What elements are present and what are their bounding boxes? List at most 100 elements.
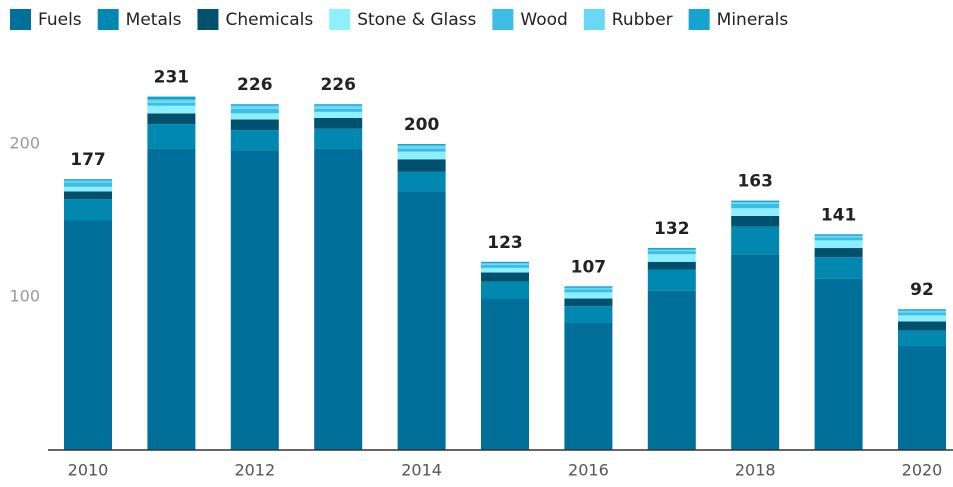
bar-segment bbox=[147, 96, 196, 100]
total-label: 226 bbox=[237, 75, 273, 95]
y-tick-label: 200 bbox=[9, 134, 40, 153]
bar-segment bbox=[564, 287, 613, 290]
bar-segment bbox=[814, 248, 863, 258]
legend-swatch bbox=[329, 9, 351, 30]
bar-segment bbox=[564, 286, 613, 288]
bar-segment bbox=[731, 203, 780, 209]
bar-segment bbox=[230, 130, 279, 151]
total-label: 226 bbox=[320, 75, 356, 95]
x-tick-label: 2012 bbox=[234, 461, 275, 480]
x-tick-label: 2016 bbox=[568, 461, 609, 480]
bar-segment bbox=[481, 264, 529, 268]
bar-segment bbox=[731, 254, 780, 450]
bar-segment bbox=[814, 237, 863, 241]
bar-segment bbox=[647, 251, 696, 255]
legend-swatch bbox=[688, 9, 710, 30]
legend-swatch bbox=[10, 9, 31, 30]
bar-segment bbox=[314, 148, 363, 450]
bar-segment bbox=[731, 200, 780, 203]
bar-segment bbox=[230, 150, 279, 450]
total-label: 177 bbox=[70, 150, 106, 170]
total-label: 200 bbox=[404, 115, 440, 135]
bar-segment bbox=[64, 186, 112, 192]
bar-segment bbox=[64, 179, 112, 181]
bar-segment bbox=[397, 171, 446, 192]
bar-segment bbox=[397, 144, 446, 146]
bar-segment bbox=[564, 289, 613, 293]
legend-swatch bbox=[97, 9, 119, 30]
bar-segment bbox=[481, 261, 529, 264]
legend-swatch bbox=[583, 9, 605, 30]
bar-segment bbox=[481, 281, 529, 299]
bar-segment bbox=[481, 263, 529, 265]
x-tick-label: 2018 bbox=[735, 461, 776, 480]
bar-segment bbox=[147, 102, 196, 106]
bar-segment bbox=[647, 290, 696, 450]
bar-segment bbox=[647, 261, 696, 270]
bar-segment bbox=[898, 312, 946, 316]
bar-segment bbox=[481, 272, 529, 282]
bar-segment bbox=[147, 148, 196, 450]
bar-segment bbox=[731, 208, 780, 216]
bar-segment bbox=[731, 215, 780, 227]
bar-segment bbox=[647, 248, 696, 250]
legend-label: Minerals bbox=[717, 10, 789, 30]
y-tick-label: 100 bbox=[9, 287, 40, 306]
bar-segment bbox=[731, 226, 780, 255]
legend-label: Chemicals bbox=[225, 10, 313, 30]
bar-segment bbox=[397, 151, 446, 160]
total-label: 231 bbox=[154, 68, 190, 88]
total-label: 132 bbox=[654, 219, 690, 239]
bar-segment bbox=[314, 108, 363, 112]
bar-segment bbox=[814, 257, 863, 279]
bar-segment bbox=[64, 220, 112, 450]
x-tick-label: 2014 bbox=[401, 461, 442, 480]
bar-segment bbox=[814, 234, 863, 236]
bar-segment bbox=[814, 235, 863, 238]
bar-segment bbox=[147, 124, 196, 149]
bar-segment bbox=[147, 99, 196, 103]
bar-segment bbox=[314, 104, 363, 106]
bar-segment bbox=[814, 278, 863, 450]
bar-segment bbox=[314, 111, 363, 118]
bar-segment bbox=[64, 182, 112, 187]
bar-segment bbox=[564, 292, 613, 299]
bar-segment bbox=[397, 191, 446, 450]
bar-segment bbox=[314, 117, 363, 129]
legend-label: Fuels bbox=[38, 10, 82, 30]
bar-segment bbox=[64, 199, 112, 221]
x-tick-label: 2010 bbox=[68, 461, 109, 480]
bar-segment bbox=[147, 113, 196, 125]
bar-segment bbox=[898, 309, 946, 311]
bar-segment bbox=[230, 108, 279, 114]
total-label: 141 bbox=[821, 205, 857, 225]
legend-label: Wood bbox=[520, 10, 567, 30]
bar-segment bbox=[314, 128, 363, 149]
bar-segment bbox=[814, 240, 863, 249]
bar-segment bbox=[230, 104, 279, 106]
total-label: 123 bbox=[487, 233, 523, 253]
total-label: 163 bbox=[737, 172, 773, 192]
bar-segment bbox=[564, 306, 613, 324]
legend-swatch bbox=[197, 9, 219, 30]
legend-swatch bbox=[492, 9, 514, 30]
bar-segment bbox=[647, 269, 696, 291]
legend-label: Stone & Glass bbox=[357, 10, 476, 30]
bar-segment bbox=[314, 105, 363, 109]
bar-segment bbox=[898, 330, 946, 346]
bar-segment bbox=[397, 159, 446, 172]
bar-segment bbox=[481, 267, 529, 273]
bar-segment bbox=[647, 254, 696, 262]
bar-segment bbox=[898, 345, 946, 450]
bar-segment bbox=[898, 310, 946, 313]
bar-segment bbox=[397, 145, 446, 149]
bar-segment bbox=[647, 249, 696, 252]
bar-segment bbox=[898, 315, 946, 322]
x-tick-label: 2020 bbox=[902, 461, 943, 480]
bar-segment bbox=[230, 119, 279, 131]
bar-segment bbox=[481, 298, 529, 450]
bar-segment bbox=[230, 105, 279, 109]
bar-segment bbox=[64, 180, 112, 183]
bar-segment bbox=[147, 105, 196, 114]
